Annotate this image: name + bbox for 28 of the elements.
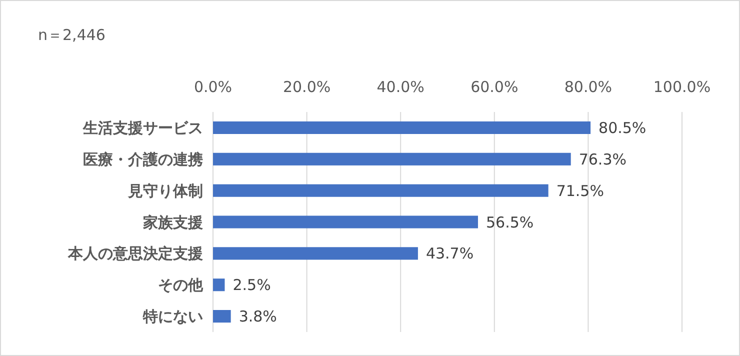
data-label: 76.3% bbox=[578, 150, 627, 168]
data-label: 2.5% bbox=[232, 276, 271, 294]
bar bbox=[213, 216, 478, 228]
x-tick-label: 80.0% bbox=[564, 78, 612, 96]
y-tick-label: 生活支援サービス bbox=[82, 118, 203, 137]
data-label: 80.5% bbox=[598, 118, 646, 137]
bar bbox=[213, 247, 418, 260]
bar bbox=[213, 310, 231, 323]
y-tick-label: 医療・介護の連携 bbox=[83, 150, 203, 168]
y-tick-label: 家族支援 bbox=[142, 213, 203, 232]
x-tick-label: 100.0% bbox=[653, 78, 711, 96]
y-tick-label: 本人の意思決定支援 bbox=[67, 244, 203, 263]
x-tick-label: 40.0% bbox=[376, 78, 424, 96]
x-tick-label: 60.0% bbox=[470, 78, 518, 96]
text: n＝2,446 bbox=[38, 26, 106, 44]
data-label: 71.5% bbox=[556, 182, 604, 200]
bar bbox=[213, 152, 571, 166]
bar bbox=[213, 121, 591, 134]
bar bbox=[213, 184, 548, 197]
data-label: 56.5% bbox=[486, 213, 534, 232]
data-label: 3.8% bbox=[238, 308, 277, 326]
y-tick-label: 見守り体制 bbox=[127, 182, 203, 200]
y-tick-label: その他 bbox=[158, 276, 204, 294]
x-tick-label: 20.0% bbox=[282, 78, 331, 96]
data-label: 43.7% bbox=[426, 244, 474, 263]
bar bbox=[213, 278, 225, 292]
x-tick-label: 0.0% bbox=[194, 78, 232, 96]
y-tick-label: 特にない bbox=[142, 308, 203, 326]
